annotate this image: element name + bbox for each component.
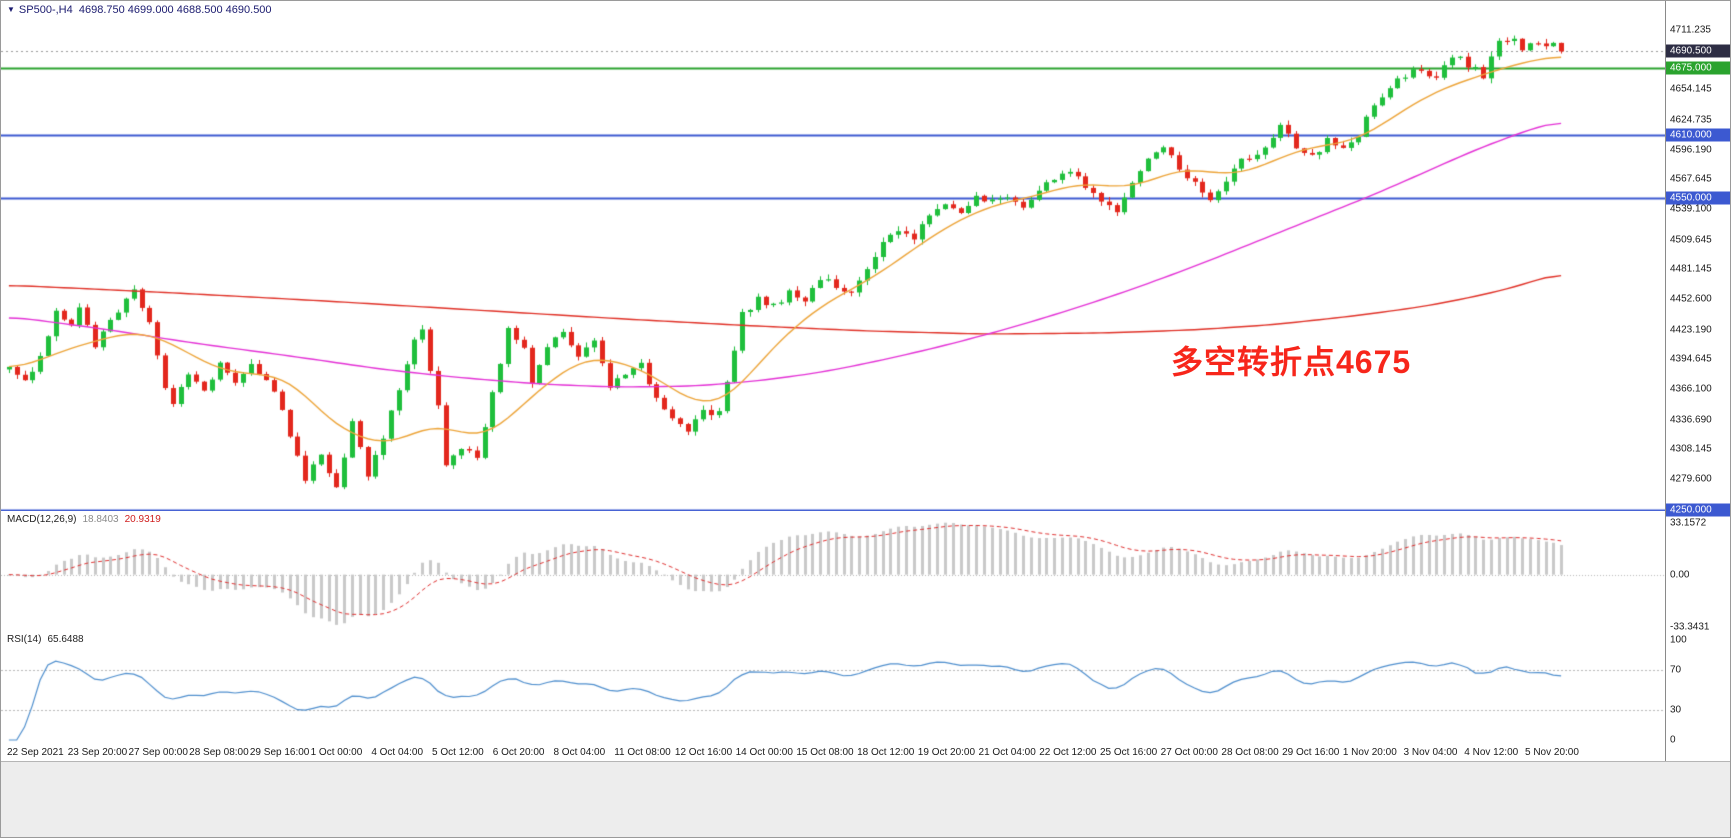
macd-label: MACD(12,26,9) 18.8403 20.9319 [7, 514, 161, 525]
time-axis-label: 23 Sep 20:00 [67, 747, 128, 758]
rsi-value: 65.6488 [47, 634, 84, 645]
symbol-timeframe-label: SP500-,H4 [18, 4, 73, 16]
ohlc-values-label: 4698.750 4699.000 4688.500 4690.500 [78, 4, 272, 16]
time-axis-label: 27 Oct 00:00 [1160, 747, 1218, 758]
price-axis-label: 4509.645 [1670, 234, 1712, 246]
macd-axis-label: 0.00 [1670, 569, 1690, 581]
rsi-axis-label: 70 [1670, 664, 1682, 676]
main-chart-canvas[interactable] [1, 1, 1665, 511]
price-badge: 4550.000 [1666, 191, 1730, 205]
time-axis-label: 29 Sep 16:00 [249, 747, 310, 758]
price-badge: 4675.000 [1666, 61, 1730, 75]
time-axis-label: 12 Oct 16:00 [674, 747, 733, 758]
macd-value-signal: 20.9319 [124, 514, 161, 525]
price-badge: 4610.000 [1666, 128, 1730, 142]
time-axis-label: 27 Sep 00:00 [128, 747, 188, 758]
rsi-pane: RSI(14) 65.6488 [1, 632, 1665, 744]
price-axis-label: 4481.145 [1670, 263, 1712, 275]
time-axis-label: 11 Oct 08:00 [614, 747, 671, 758]
rsi-axis-label: 30 [1670, 704, 1682, 716]
time-axis-label: 28 Oct 08:00 [1221, 747, 1279, 758]
time-axis-label: 4 Oct 04:00 [371, 747, 424, 758]
price-axis[interactable]: 4711.235 4654.145 4624.735 4596.190 4567.645… [1665, 1, 1730, 761]
rsi-name: RSI(14) [7, 634, 42, 645]
price-axis-label: 4452.600 [1670, 293, 1712, 305]
time-axis-label: 22 Sep 2021 [7, 747, 64, 758]
price-axis-label: 4423.190 [1670, 324, 1712, 336]
macd-name: MACD(12,26,9) [7, 514, 77, 525]
chart-title: ▼ SP500-,H4 4698.750 4699.000 4688.500 46… [7, 4, 272, 16]
price-axis-label: 4308.145 [1670, 443, 1712, 455]
annotation-text: 多空转折点4675 [1171, 344, 1412, 380]
price-axis-label: 4539.100 [1670, 203, 1712, 215]
time-axis-label: 18 Oct 12:00 [857, 747, 915, 758]
time-axis-label: 1 Oct 00:00 [310, 747, 363, 758]
price-badge: 4690.500 [1666, 44, 1730, 58]
time-axis-label: 6 Oct 20:00 [492, 747, 545, 758]
time-axis-label: 5 Nov 20:00 [1525, 747, 1579, 758]
time-axis-label: 14 Oct 00:00 [735, 747, 793, 758]
time-axis-label: 28 Sep 08:00 [189, 747, 249, 758]
macd-value-main: 18.8403 [82, 514, 119, 525]
price-axis-label: 4336.690 [1670, 414, 1712, 426]
bottom-strip [1, 761, 1730, 837]
price-axis-label: 4711.235 [1670, 24, 1711, 36]
rsi-canvas[interactable] [1, 632, 1665, 744]
time-axis-label: 21 Oct 04:00 [978, 747, 1036, 758]
time-axis-label: 5 Oct 12:00 [432, 747, 484, 758]
chart-dropdown-icon[interactable]: ▼ [7, 5, 15, 14]
time-axis-label: 29 Oct 16:00 [1282, 747, 1340, 758]
price-badge: 4250.000 [1666, 503, 1730, 517]
macd-axis-label: 33.1572 [1670, 517, 1707, 529]
macd-canvas[interactable] [1, 512, 1665, 631]
rsi-axis-label: 0 [1670, 734, 1676, 746]
price-axis-label: 4366.100 [1670, 383, 1712, 395]
macd-axis-label: -33.3431 [1670, 621, 1710, 633]
time-axis-label: 19 Oct 20:00 [917, 747, 976, 758]
macd-pane: MACD(12,26,9) 18.8403 20.9319 [1, 512, 1665, 631]
time-axis-label: 8 Oct 04:00 [553, 747, 606, 758]
price-axis-label: 4394.645 [1670, 353, 1712, 365]
time-axis-label: 15 Oct 08:00 [796, 747, 854, 758]
time-axis[interactable]: 22 Sep 2021 23 Sep 20:00 27 Sep 00:00 28 Se… [1, 745, 1665, 761]
price-axis-label: 4624.735 [1670, 114, 1712, 126]
main-chart-pane: ▼ SP500-,H4 4698.750 4699.000 4688.500 46… [1, 1, 1665, 511]
time-axis-label: 1 Nov 20:00 [1342, 747, 1397, 758]
time-axis-label: 4 Nov 12:00 [1464, 747, 1519, 758]
time-axis-label: 3 Nov 04:00 [1403, 747, 1458, 758]
price-axis-label: 4279.600 [1670, 473, 1712, 485]
time-axis-label: 22 Oct 12:00 [1039, 747, 1097, 758]
price-axis-label: 4567.645 [1670, 173, 1712, 185]
rsi-label: RSI(14) 65.6488 [7, 634, 84, 645]
price-axis-label: 4596.190 [1670, 144, 1712, 156]
rsi-axis-label: 100 [1670, 634, 1687, 646]
time-axis-label: 25 Oct 16:00 [1099, 747, 1158, 758]
price-axis-label: 4654.145 [1670, 83, 1712, 95]
